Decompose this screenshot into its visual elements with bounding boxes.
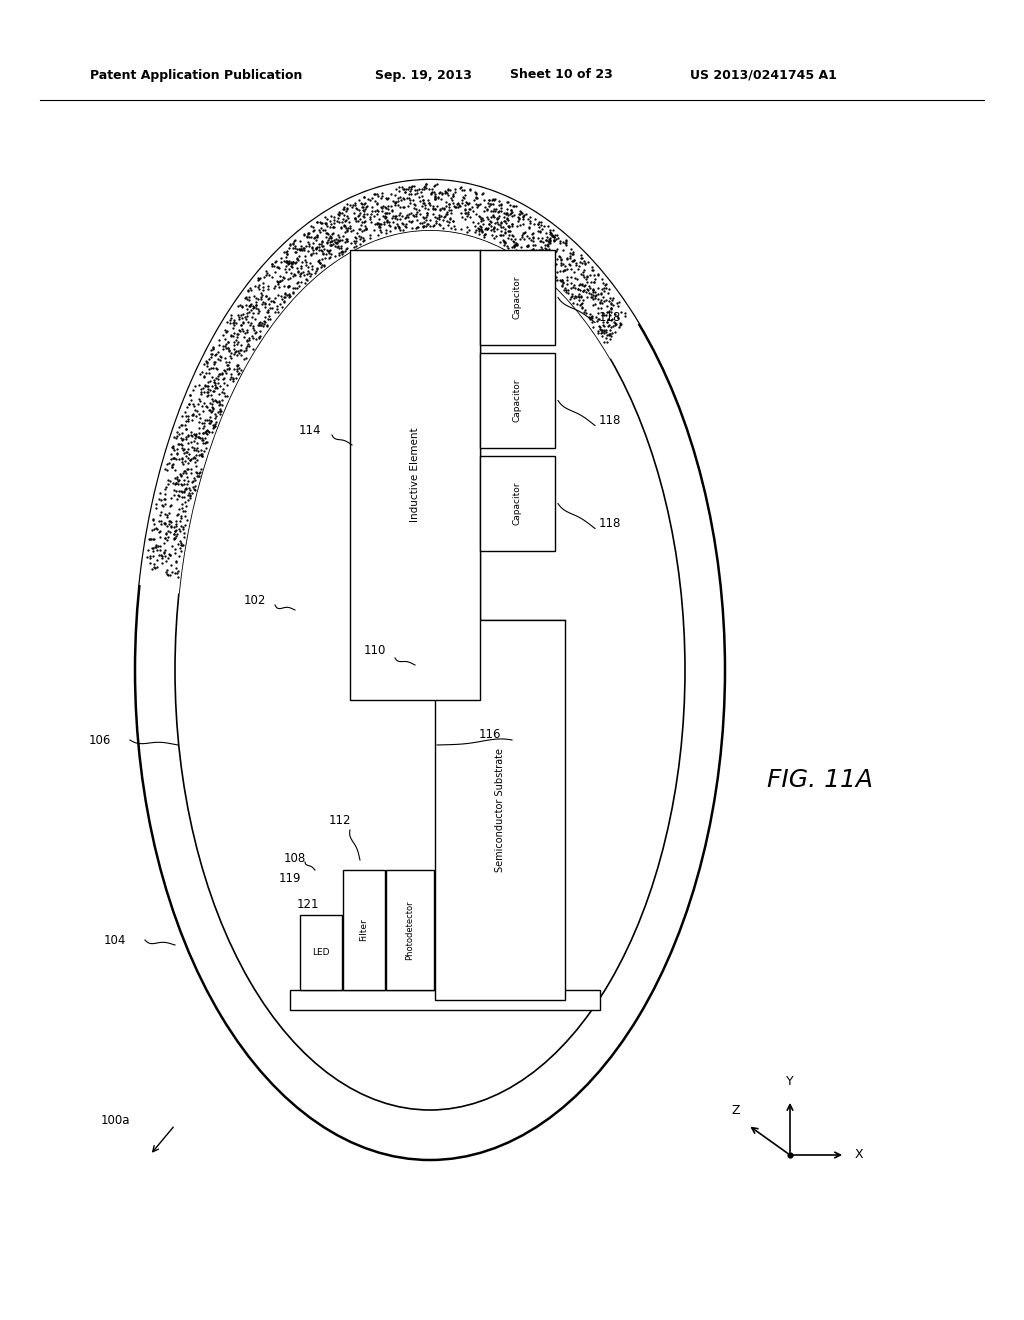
Text: 114: 114 <box>299 424 322 437</box>
Bar <box>290 990 600 1010</box>
Text: Capacitor: Capacitor <box>513 482 522 525</box>
Bar <box>300 915 342 990</box>
Text: X: X <box>855 1148 863 1162</box>
Text: Capacitor: Capacitor <box>513 379 522 422</box>
Bar <box>435 620 565 1001</box>
Text: 118: 118 <box>599 312 622 323</box>
Text: 116: 116 <box>479 729 502 742</box>
Text: 119: 119 <box>279 871 301 884</box>
Text: Z: Z <box>731 1104 740 1117</box>
Text: 100a: 100a <box>100 1114 130 1126</box>
Text: 110: 110 <box>364 644 386 656</box>
Text: Patent Application Publication: Patent Application Publication <box>90 69 302 82</box>
Bar <box>480 249 555 345</box>
Bar <box>386 870 434 990</box>
Text: 102: 102 <box>244 594 266 606</box>
Polygon shape <box>139 180 639 594</box>
Bar <box>343 870 385 990</box>
Bar <box>480 352 555 447</box>
Text: Y: Y <box>786 1074 794 1088</box>
Text: 118: 118 <box>599 414 622 426</box>
Bar <box>350 249 480 700</box>
Text: 106: 106 <box>89 734 112 747</box>
Text: Inductive Element: Inductive Element <box>410 428 420 523</box>
Text: Sep. 19, 2013: Sep. 19, 2013 <box>375 69 472 82</box>
Text: 104: 104 <box>103 933 126 946</box>
Text: Sheet 10 of 23: Sheet 10 of 23 <box>510 69 612 82</box>
Text: Semiconductor Substrate: Semiconductor Substrate <box>495 748 505 873</box>
Text: FIG. 11A: FIG. 11A <box>767 768 873 792</box>
Text: Photodetector: Photodetector <box>406 900 415 960</box>
Text: US 2013/0241745 A1: US 2013/0241745 A1 <box>690 69 837 82</box>
Text: 121: 121 <box>297 899 319 912</box>
Text: 108: 108 <box>284 851 306 865</box>
Text: Capacitor: Capacitor <box>513 276 522 319</box>
Text: 118: 118 <box>599 517 622 531</box>
Bar <box>480 455 555 550</box>
Text: Filter: Filter <box>359 919 369 941</box>
Text: LED: LED <box>312 948 330 957</box>
Text: 112: 112 <box>329 813 351 826</box>
